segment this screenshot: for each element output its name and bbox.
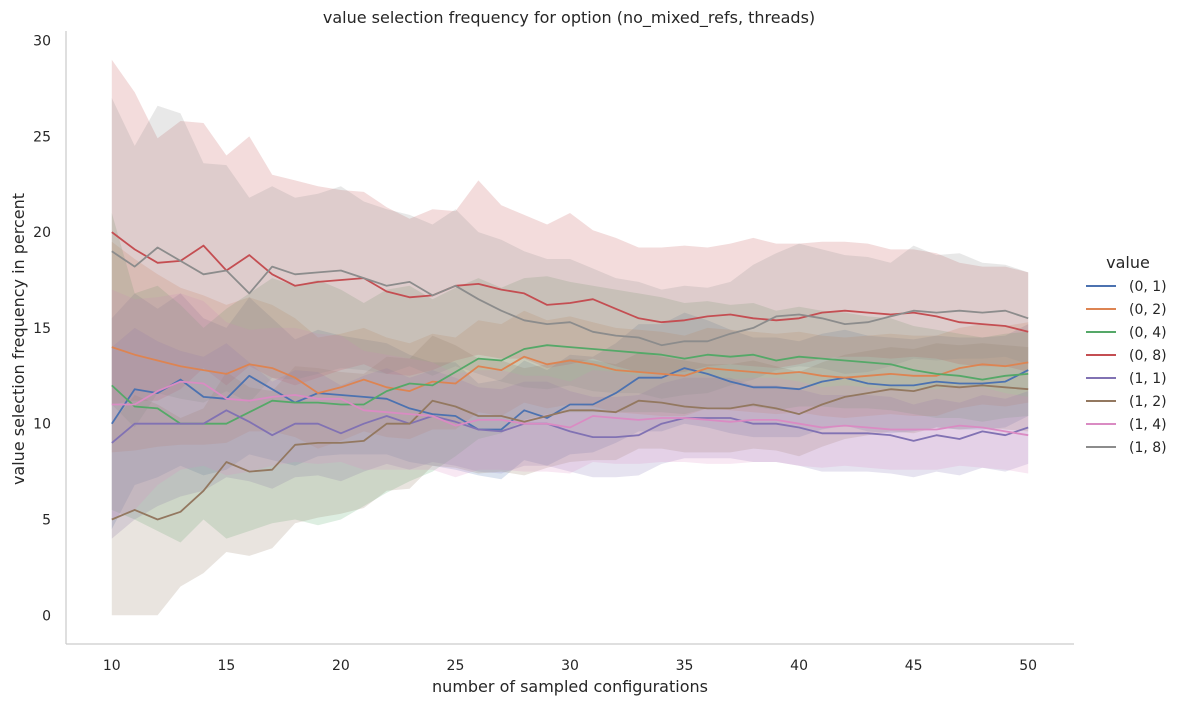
x-tick-label: 35 (676, 658, 694, 674)
legend-label: (0, 2) (1129, 302, 1167, 318)
confidence-band-8 (111, 98, 1029, 428)
x-tick-label: 20 (332, 658, 350, 674)
legend-label: (1, 1) (1129, 371, 1167, 387)
series-line-3 (111, 344, 1029, 425)
y-ticks: 0 5 10 15 20 25 30 (33, 34, 51, 625)
x-axis-label: number of sampled configurations (432, 677, 708, 696)
legend-label: (1, 8) (1129, 440, 1167, 456)
x-tick-label: 30 (561, 658, 579, 674)
series-line-7 (111, 380, 1029, 437)
x-ticks: 10 15 20 25 30 35 40 45 50 (103, 658, 1037, 674)
confidence-band-3 (111, 213, 1029, 543)
y-tick-label: 5 (42, 512, 51, 528)
legend-label: (0, 4) (1129, 325, 1167, 341)
series-lines (111, 231, 1029, 521)
series-line-4 (111, 231, 1029, 333)
x-tick-label: 50 (1019, 658, 1037, 674)
legend-label: (0, 1) (1129, 279, 1167, 295)
chart-title: value selection frequency for option (no… (323, 8, 815, 28)
legend: value (0, 1) (0, 2) (0, 4) (0, 8) (1, 1) (1, … (1086, 253, 1167, 456)
y-tick-label: 10 (33, 417, 51, 433)
y-tick-label: 25 (33, 129, 51, 145)
x-tick-label: 25 (447, 658, 465, 674)
series-line-6 (111, 384, 1029, 521)
y-axis-label: value selection frequency in percent (9, 193, 28, 485)
series-line-8 (111, 246, 1029, 347)
legend-label: (1, 4) (1129, 417, 1167, 433)
confidence-bands (111, 59, 1029, 616)
y-tick-label: 15 (33, 321, 51, 337)
x-tick-label: 10 (103, 658, 121, 674)
series-line-1 (111, 367, 1029, 431)
confidence-band-1 (111, 293, 1029, 530)
confidence-band-6 (111, 335, 1029, 616)
x-tick-label: 15 (217, 658, 235, 674)
legend-label: (1, 2) (1129, 394, 1167, 410)
x-tick-label: 40 (790, 658, 808, 674)
x-tick-label: 45 (905, 658, 923, 674)
y-tick-label: 30 (33, 34, 51, 50)
y-tick-label: 0 (42, 608, 51, 624)
y-tick-label: 20 (33, 225, 51, 241)
series-line-2 (111, 346, 1029, 395)
series-line-5 (111, 409, 1029, 444)
confidence-band-5 (111, 327, 1029, 539)
legend-label: (0, 8) (1129, 348, 1167, 364)
legend-title: value (1106, 253, 1150, 272)
